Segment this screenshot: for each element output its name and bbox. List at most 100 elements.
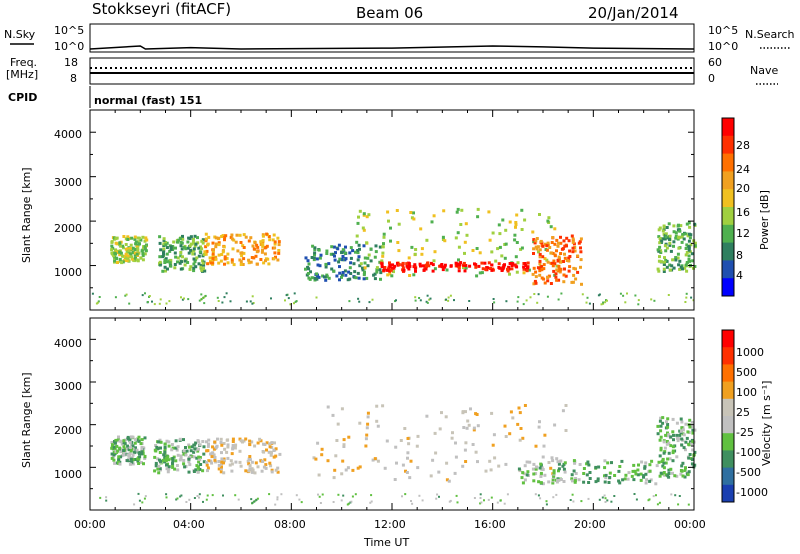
- heatmap-cell: [238, 437, 242, 441]
- heatmap-cell: [192, 241, 196, 245]
- heatmap-cell: [122, 453, 126, 457]
- heatmap-cell: [259, 258, 263, 261]
- heatmap-cell: [253, 444, 257, 448]
- heatmap-cell: [513, 233, 517, 237]
- heatmap-cell: [163, 265, 167, 269]
- heatmap-cell: [388, 261, 391, 265]
- heatmap-cell: [382, 268, 386, 272]
- heatmap-cell: [514, 225, 517, 229]
- heatmap-cell: [680, 469, 684, 473]
- velocity-ytick-1000: 1000: [54, 468, 82, 481]
- heatmap-cell: [534, 444, 538, 448]
- heatmap-cell: [116, 438, 120, 442]
- heatmap-cell: [247, 462, 251, 466]
- heatmap-cell: [693, 265, 697, 268]
- heatmap-cell: [490, 263, 494, 267]
- heatmap-cell: [464, 441, 468, 445]
- heatmap-cell: [178, 261, 182, 265]
- heatmap-cell: [687, 248, 691, 252]
- heatmap-cell: [333, 254, 336, 258]
- ground-scatter-cell: [404, 493, 407, 496]
- heatmap-cell: [158, 467, 162, 471]
- ground-scatter-cell: [473, 497, 476, 499]
- heatmap-cell: [231, 437, 235, 441]
- heatmap-cell: [503, 256, 507, 260]
- heatmap-cell: [472, 428, 476, 432]
- ground-scatter-cell: [98, 296, 101, 298]
- heatmap-cell: [659, 249, 663, 253]
- heatmap-cell: [194, 441, 198, 445]
- heatmap-cell: [491, 443, 495, 447]
- heatmap-cell: [570, 280, 574, 284]
- heatmap-cell: [684, 466, 687, 470]
- heatmap-cell: [663, 237, 667, 241]
- ground-scatter-cell: [255, 498, 258, 501]
- heatmap-cell: [276, 258, 280, 262]
- heatmap-cell: [643, 466, 647, 470]
- heatmap-cell: [463, 251, 466, 255]
- heatmap-cell: [164, 259, 168, 263]
- heatmap-cell: [691, 431, 695, 435]
- heatmap-cell: [457, 266, 461, 270]
- ground-scatter-cell: [603, 494, 606, 497]
- ground-scatter-cell: [487, 498, 490, 501]
- heatmap-cell: [488, 459, 492, 463]
- ground-scatter-cell: [158, 302, 161, 305]
- heatmap-cell: [666, 431, 669, 435]
- heatmap-cell: [534, 245, 538, 249]
- heatmap-cell: [176, 260, 179, 264]
- heatmap-cell: [223, 262, 226, 266]
- heatmap-cell: [414, 248, 418, 251]
- heatmap-cell: [658, 245, 662, 249]
- heatmap-cell: [239, 260, 243, 264]
- heatmap-cell: [409, 211, 413, 214]
- heatmap-cell: [315, 257, 319, 261]
- heatmap-cell: [324, 265, 328, 269]
- heatmap-cell: [163, 450, 167, 454]
- heatmap-cell: [196, 470, 200, 474]
- heatmap-cell: [265, 448, 268, 452]
- power-cb-4: 4: [736, 269, 743, 282]
- heatmap-cell: [662, 270, 666, 273]
- heatmap-cell: [270, 468, 274, 472]
- heatmap-cell: [199, 265, 203, 269]
- ground-scatter-cell: [601, 496, 604, 499]
- heatmap-cell: [682, 433, 686, 437]
- heatmap-cell: [193, 447, 197, 451]
- heatmap-cell: [443, 265, 447, 269]
- heatmap-cell: [366, 411, 370, 415]
- heatmap-cell: [230, 452, 234, 456]
- heatmap-cell: [129, 243, 133, 247]
- heatmap-cell: [197, 460, 201, 464]
- colorbar-segment: [722, 242, 734, 261]
- heatmap-cell: [274, 468, 278, 472]
- heatmap-cell: [358, 465, 362, 469]
- heatmap-cell: [125, 459, 129, 463]
- heatmap-cell: [196, 236, 199, 240]
- heatmap-cell: [110, 452, 114, 456]
- heatmap-cell: [624, 473, 628, 477]
- heatmap-cell: [671, 459, 675, 463]
- heatmap-cell: [273, 441, 276, 445]
- heatmap-cell: [478, 251, 482, 255]
- heatmap-cell: [189, 265, 193, 269]
- heatmap-cell: [690, 421, 694, 424]
- heatmap-cell: [532, 266, 536, 270]
- heatmap-cell: [130, 257, 134, 261]
- heatmap-cell: [211, 256, 215, 260]
- heatmap-cell: [162, 453, 166, 457]
- heatmap-cell: [207, 442, 210, 446]
- heatmap-cell: [213, 456, 217, 459]
- heatmap-cell: [128, 247, 132, 250]
- heatmap-cell: [535, 247, 539, 251]
- heatmap-cell: [405, 264, 409, 268]
- heatmap-cell: [311, 244, 315, 248]
- heatmap-cell: [661, 464, 665, 468]
- heatmap-cell: [574, 277, 578, 281]
- heatmap-cell: [424, 263, 428, 267]
- heatmap-cell: [217, 236, 221, 240]
- heatmap-cell: [547, 480, 551, 484]
- heatmap-cell: [130, 447, 134, 451]
- heatmap-cell: [206, 466, 210, 470]
- heatmap-cell: [115, 257, 119, 261]
